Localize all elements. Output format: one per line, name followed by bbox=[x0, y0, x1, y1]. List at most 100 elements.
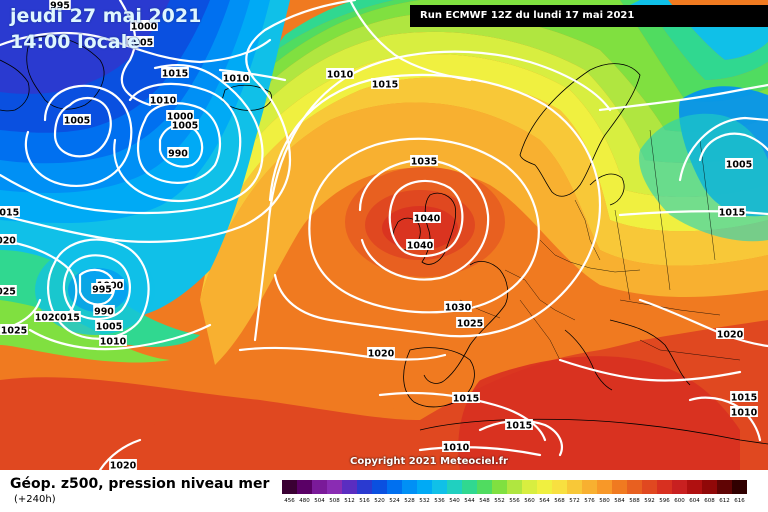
scale-swatch bbox=[312, 480, 327, 494]
isobar-label: 995 bbox=[49, 0, 71, 12]
scale-tick-label: 512 bbox=[344, 498, 355, 504]
isobar-label-text: 995 bbox=[92, 285, 112, 296]
isobar-line-9 bbox=[0, 0, 357, 243]
isobar-label: 020 bbox=[0, 234, 17, 247]
isobar-label-bg bbox=[442, 441, 470, 452]
z500-band-orange bbox=[0, 166, 768, 410]
scale-tick-label: 560 bbox=[524, 498, 535, 504]
scale-swatch bbox=[672, 480, 687, 494]
z500-band-red-atlantic bbox=[0, 411, 180, 470]
scale-swatch bbox=[492, 480, 507, 494]
isobar-line-4 bbox=[24, 84, 133, 188]
scale-swatch bbox=[582, 480, 597, 494]
isobar-label: 1005 bbox=[725, 158, 753, 171]
isobar-label-bg bbox=[126, 36, 154, 47]
scale-swatch bbox=[402, 480, 417, 494]
isobar-line-23 bbox=[348, 0, 472, 82]
isobar-label-text: 1040 bbox=[407, 241, 434, 252]
isobar-label-text: 1005 bbox=[172, 121, 198, 132]
z500-band-deep-red bbox=[458, 356, 740, 470]
scale-swatch bbox=[537, 480, 552, 494]
isobar-label: 1005 bbox=[126, 36, 154, 49]
isobar-label-bg bbox=[109, 459, 137, 470]
isobar-label: 1040 bbox=[406, 239, 434, 252]
isobar-line-1 bbox=[118, 0, 152, 107]
scale-swatch bbox=[327, 480, 342, 494]
border-10 bbox=[639, 339, 741, 361]
isobar-label-text: 1010 bbox=[150, 96, 177, 107]
isobar-label-bg bbox=[130, 20, 158, 31]
scale-tick-label: 604 bbox=[689, 498, 700, 504]
isobar-line-12 bbox=[62, 254, 131, 321]
isobar-label-bg bbox=[222, 72, 250, 83]
scale-swatch bbox=[657, 480, 672, 494]
z500-band-teal-green bbox=[270, 0, 768, 80]
isobar-label: 1010 bbox=[730, 406, 758, 419]
isobar-label: 1020 bbox=[716, 328, 744, 341]
scale-tick-label: 520 bbox=[374, 498, 385, 504]
isobar-label: 025 bbox=[0, 285, 17, 298]
isobar-label-bg bbox=[91, 283, 113, 294]
scale-swatch bbox=[432, 480, 447, 494]
scale-tick-label: 600 bbox=[674, 498, 685, 504]
z500-band-green bbox=[240, 0, 768, 132]
isobar-label-bg bbox=[95, 320, 123, 331]
isobar-label: 1025 bbox=[0, 324, 28, 337]
isobar-label: 990 bbox=[93, 305, 115, 318]
scale-tick-label: 576 bbox=[584, 498, 595, 504]
coast-north-africa bbox=[419, 418, 768, 445]
isobar-label-text: 1005 bbox=[64, 116, 90, 127]
scale-swatch bbox=[732, 480, 747, 494]
scale-swatch bbox=[462, 480, 477, 494]
scale-swatch bbox=[387, 480, 402, 494]
isobar-label-bg bbox=[161, 67, 189, 78]
isobar-line-33 bbox=[98, 438, 142, 470]
isobar-label-bg bbox=[716, 328, 744, 339]
scale-swatch bbox=[372, 480, 387, 494]
isobar-label-text: 1040 bbox=[414, 214, 441, 225]
isobar-label: 1010 bbox=[442, 441, 470, 454]
isobar-label-text: 1020 bbox=[35, 313, 62, 324]
isobar-label-text: 1015 bbox=[506, 421, 532, 432]
isobar-label-text: 1010 bbox=[443, 443, 470, 454]
isobar-label: 1000 bbox=[166, 110, 194, 123]
isobar-label: 1015 bbox=[718, 206, 746, 219]
coast-italy bbox=[564, 329, 613, 391]
isobar-label-text: 990 bbox=[168, 149, 188, 160]
scale-swatch bbox=[717, 480, 732, 494]
scale-tick-label: 524 bbox=[389, 498, 400, 504]
isobar-label: 1005 bbox=[171, 119, 199, 132]
scale-tick-label: 616 bbox=[734, 498, 745, 504]
isobar-line-8 bbox=[0, 64, 264, 215]
isobar-label: 1035 bbox=[410, 155, 438, 168]
scale-tick-label: 536 bbox=[434, 498, 445, 504]
scale-tick-label: 516 bbox=[359, 498, 370, 504]
scale-swatch bbox=[702, 480, 717, 494]
isobar-label-bg bbox=[0, 324, 28, 335]
isobar-line-24 bbox=[598, 83, 768, 112]
isobar-label: 1015 bbox=[505, 419, 533, 432]
isobar-label-bg bbox=[0, 234, 17, 245]
isobar-label: 1000 bbox=[130, 20, 158, 33]
scale-swatch bbox=[357, 480, 372, 494]
isobar-label-bg bbox=[730, 391, 758, 402]
z500-band-violet-nw bbox=[0, 0, 170, 94]
isobar-line-3 bbox=[53, 97, 112, 158]
coast-baltic bbox=[589, 173, 625, 206]
scale-tick-label: 480 bbox=[299, 498, 310, 504]
scale-tick-label: 552 bbox=[494, 498, 505, 504]
z500-band-yellow bbox=[210, 54, 768, 251]
isobar-label-bg bbox=[167, 147, 189, 158]
country-borders bbox=[459, 129, 741, 361]
isobar-label-text: 1030 bbox=[445, 303, 472, 314]
isobar-line-26 bbox=[678, 116, 768, 182]
scale-tick-label: 608 bbox=[704, 498, 715, 504]
isobar-label-bg bbox=[371, 78, 399, 89]
scale-tick-label: 508 bbox=[329, 498, 340, 504]
isobar-label-bg bbox=[406, 239, 434, 250]
isobar-label-text: 1005 bbox=[127, 38, 153, 49]
isobar-line-16 bbox=[388, 179, 464, 258]
isobar-label: 015 bbox=[59, 311, 81, 324]
scale-swatch bbox=[552, 480, 567, 494]
